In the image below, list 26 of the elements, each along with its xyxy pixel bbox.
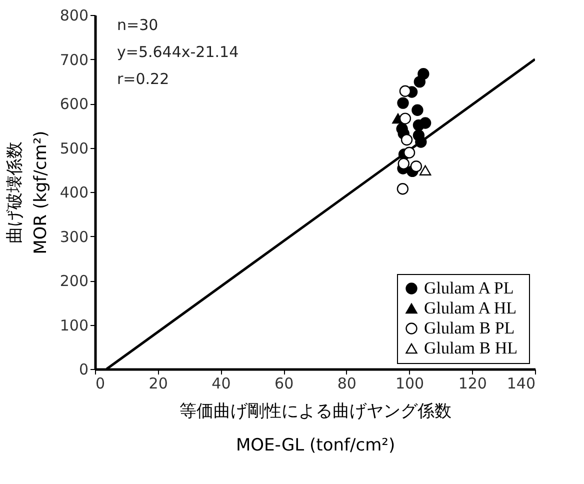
x-tick-label: 100 [395, 374, 424, 392]
x-tick-label: 140 [506, 374, 536, 392]
y-tick-label: 800 [60, 6, 88, 24]
legend-label: Glulam A PL [424, 278, 514, 298]
annotation: y=5.644x-21.14 [117, 43, 239, 61]
y-tick-label: 100 [60, 316, 88, 334]
y-tick-label: 400 [60, 184, 88, 202]
annotation: n=30 [117, 16, 158, 34]
y-tick-label: 500 [60, 139, 88, 158]
y-tick-label: 600 [60, 95, 88, 113]
y-axis-title: 曲げ破壊係数 MOR (kgf/cm²) [4, 130, 51, 254]
y-tick-label: 200 [60, 272, 88, 290]
x-tick-label: 20 [148, 374, 168, 392]
legend-label: Glulam B HL [424, 338, 518, 358]
y-tick-label: 700 [60, 50, 88, 69]
annotation: r=0.22 [117, 70, 170, 88]
legend-label: Glulam B PL [424, 318, 515, 338]
y-tick-label: 300 [60, 228, 88, 246]
x-tick-label: 40 [212, 374, 231, 392]
y-tick-label: 0 [78, 360, 88, 378]
x-tick-label: 60 [274, 374, 294, 392]
x-axis-title: 等価曲げ剛性による曲げヤング係数 MOE-GL (tonf/cm²) [180, 402, 452, 456]
legend-label: Glulam A HL [424, 298, 517, 318]
x-tick-label: 120 [458, 374, 487, 392]
x-tick-label: 80 [337, 374, 356, 392]
x-tick-label: 0 [96, 374, 106, 392]
